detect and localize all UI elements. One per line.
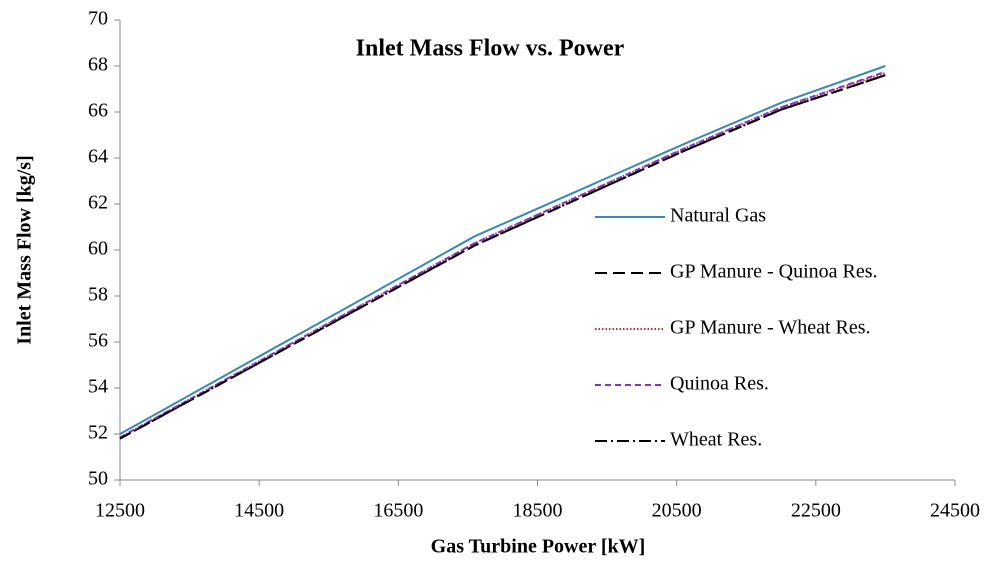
x-tick-label: 16500 [373,500,423,522]
legend-label: GP Manure - Quinoa Res. [670,261,878,283]
chart-title: Inlet Mass Flow vs. Power [356,36,625,62]
legend-label: Wheat Res. [670,429,762,451]
series-line [119,65,886,435]
y-tick-label: 70 [88,8,108,30]
y-tick-label: 52 [88,422,108,444]
y-axis-label: Inlet Mass Flow [kg/s] [14,155,36,344]
y-tick-label: 66 [88,100,108,122]
y-tick-label: 64 [88,146,108,168]
series-line [119,70,886,439]
x-tick-label: 22500 [791,500,841,522]
legend-label: Quinoa Res. [670,373,769,395]
x-tick-label: 18500 [513,500,563,522]
x-axis-label: Gas Turbine Power [kW] [431,536,646,558]
y-tick-label: 56 [88,330,108,352]
x-tick-label: 24500 [930,500,980,522]
y-tick-label: 68 [88,54,108,76]
y-tick-label: 60 [88,238,108,260]
series-line [119,71,886,439]
series-line [119,74,886,440]
y-tick-label: 58 [88,284,108,306]
y-tick-label: 62 [88,192,108,214]
x-tick-label: 20500 [652,500,702,522]
legend-label: Natural Gas [670,205,766,227]
x-tick-label: 14500 [234,500,284,522]
legend-label: GP Manure - Wheat Res. [670,317,871,339]
y-tick-label: 54 [88,376,108,398]
x-tick-label: 12500 [95,500,145,522]
y-tick-label: 50 [88,468,108,490]
series-line [119,74,886,440]
